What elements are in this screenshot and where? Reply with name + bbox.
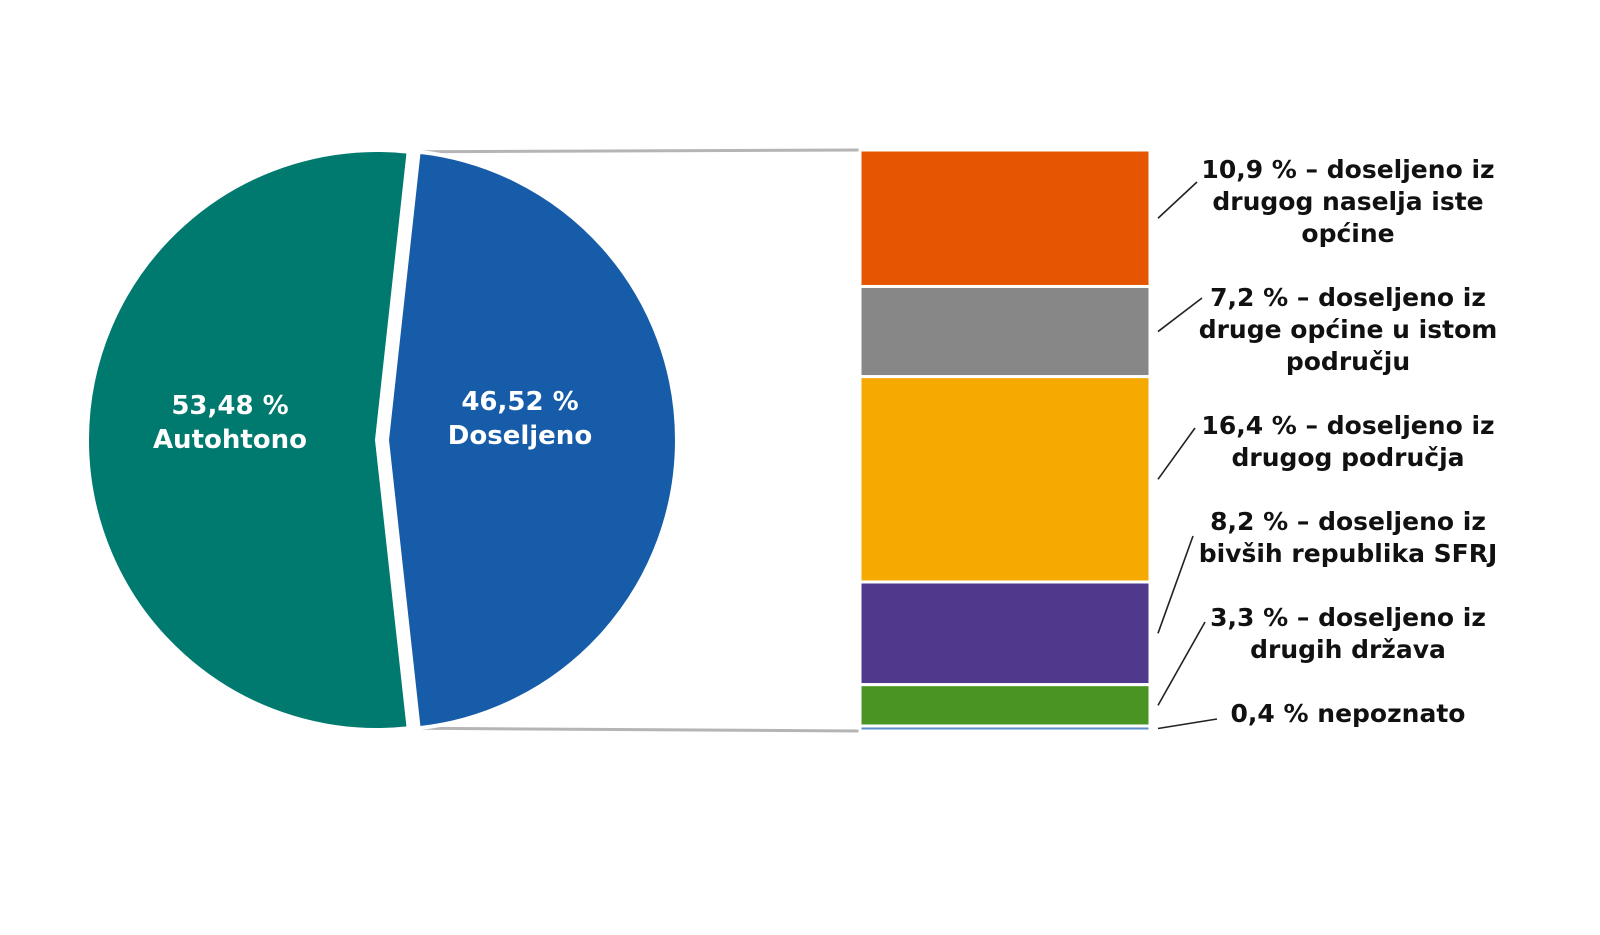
bar-segment-other-countries-label: 3,3 % – doseljeno iz bbox=[1210, 603, 1486, 632]
bar-segment-sfrj bbox=[858, 580, 1152, 687]
pie-slice-doseljeno bbox=[384, 149, 680, 731]
bar-segment-same-area bbox=[858, 284, 1152, 379]
pie-slice-doseljeno-value: 46,52 % bbox=[461, 387, 578, 417]
bar-segment-other-countries-label: drugih država bbox=[1250, 635, 1446, 664]
bar-segment-other-area bbox=[858, 375, 1152, 584]
bar-segment-other-countries-leader bbox=[1157, 621, 1206, 706]
bar-segment-same-municipality bbox=[858, 148, 1152, 288]
bar-segment-unknown bbox=[858, 724, 1152, 733]
connector-bottom bbox=[418, 726, 861, 733]
bar-segment-same-area-label: području bbox=[1286, 347, 1410, 376]
pie bbox=[85, 148, 680, 732]
bar-segment-sfrj-label: 8,2 % – doseljeno iz bbox=[1210, 507, 1486, 536]
bar-segment-unknown-label: 0,4 % nepoznato bbox=[1231, 699, 1466, 728]
bar-segment-other-area-label: drugog područja bbox=[1231, 443, 1464, 472]
bar-segment-sfrj-leader bbox=[1157, 535, 1194, 634]
bar-segment-same-municipality-label: 10,9 % – doseljeno iz bbox=[1201, 155, 1494, 184]
bar-segment-same-area-label: druge općine u istom bbox=[1199, 315, 1498, 344]
pie-labels: 53,48 % Autohtono 46,52 % Doseljeno bbox=[153, 387, 592, 455]
stacked-bar bbox=[858, 148, 1152, 733]
pie-slice-autohtono-label: Autohtono bbox=[153, 425, 307, 455]
pie-slice-autohtono bbox=[85, 148, 411, 732]
bar-labels: 10,9 % – doseljeno iz drugog naselja iste… bbox=[1199, 155, 1498, 728]
connector-lines bbox=[418, 148, 861, 733]
pie-slice-autohtono-value: 53,48 % bbox=[171, 391, 288, 421]
leader-lines bbox=[1157, 181, 1218, 730]
connector-top bbox=[418, 148, 861, 154]
bar-segment-same-area-leader bbox=[1157, 297, 1203, 333]
pie-slice-doseljeno-label: Doseljeno bbox=[448, 421, 592, 451]
bar-segment-other-area-label: 16,4 % – doseljeno iz bbox=[1201, 411, 1494, 440]
bar-segment-same-municipality-label: općine bbox=[1301, 219, 1394, 248]
bar-segment-other-countries bbox=[858, 683, 1152, 728]
bar-segment-sfrj-label: bivših republika SFRJ bbox=[1199, 539, 1498, 568]
bar-segment-other-area-leader bbox=[1157, 427, 1196, 480]
bar-segment-same-municipality-label: drugog naselja iste bbox=[1212, 187, 1483, 216]
bar-segment-same-municipality-leader bbox=[1157, 181, 1198, 219]
bar-segment-unknown-leader bbox=[1157, 718, 1218, 730]
bar-segment-same-area-label: 7,2 % – doseljeno iz bbox=[1210, 283, 1486, 312]
